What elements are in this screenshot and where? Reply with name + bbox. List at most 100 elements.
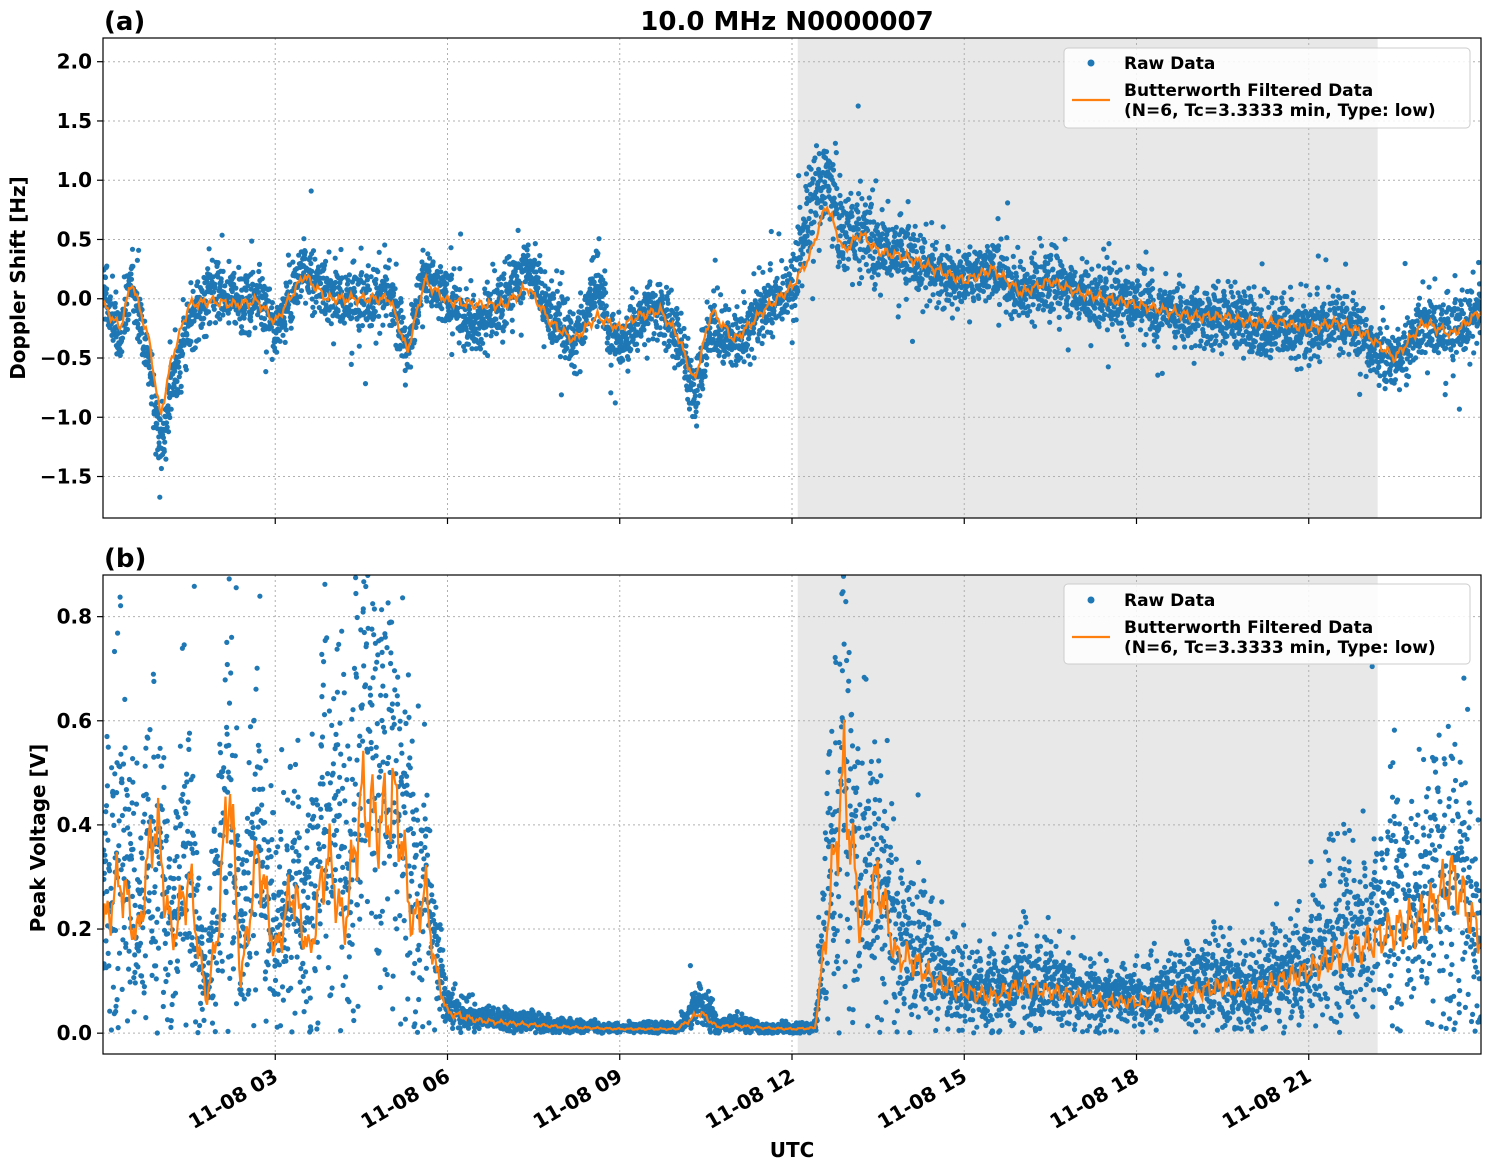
raw-point <box>809 167 814 172</box>
raw-point <box>351 258 356 263</box>
raw-point <box>652 331 657 336</box>
raw-point <box>846 257 851 262</box>
raw-point <box>1104 286 1109 291</box>
raw-point <box>790 340 795 345</box>
raw-point <box>1178 299 1183 304</box>
raw-point <box>867 195 872 200</box>
raw-point <box>535 285 540 290</box>
raw-point <box>792 303 797 308</box>
raw-point <box>1232 334 1237 339</box>
raw-point <box>179 384 184 389</box>
raw-point <box>602 268 607 273</box>
raw-point <box>837 260 842 265</box>
raw-point <box>1289 297 1294 302</box>
raw-point <box>1388 372 1393 377</box>
raw-point <box>741 289 746 294</box>
raw-point <box>681 359 686 364</box>
raw-point <box>1331 330 1336 335</box>
raw-point <box>808 209 813 214</box>
raw-point <box>780 281 785 286</box>
raw-point <box>1380 305 1385 310</box>
raw-point <box>500 308 505 313</box>
raw-point <box>1241 356 1246 361</box>
raw-point <box>1252 302 1257 307</box>
raw-point <box>899 242 904 247</box>
raw-point <box>1106 364 1111 369</box>
raw-point <box>278 339 283 344</box>
raw-point <box>1357 392 1362 397</box>
raw-point <box>1057 327 1062 332</box>
raw-point <box>859 275 864 280</box>
raw-point <box>1281 290 1286 295</box>
raw-point <box>924 222 929 227</box>
raw-point <box>998 236 1003 241</box>
raw-point <box>1308 333 1313 338</box>
raw-point <box>769 229 774 234</box>
raw-point <box>500 340 505 345</box>
raw-point <box>336 309 341 314</box>
raw-point <box>204 334 209 339</box>
raw-point <box>188 280 193 285</box>
raw-point <box>1029 255 1034 260</box>
raw-point <box>986 284 991 289</box>
raw-point <box>1144 332 1149 337</box>
raw-point <box>1057 301 1062 306</box>
raw-point <box>448 245 453 250</box>
raw-point <box>536 261 541 266</box>
raw-point <box>248 318 253 323</box>
raw-point <box>620 358 625 363</box>
raw-point <box>784 302 789 307</box>
raw-point <box>188 339 193 344</box>
raw-point <box>791 252 796 257</box>
raw-point <box>1018 259 1023 264</box>
raw-point <box>1128 291 1133 296</box>
raw-point <box>1160 371 1165 376</box>
raw-point <box>603 290 608 295</box>
raw-point <box>193 345 198 350</box>
raw-point <box>191 289 196 294</box>
raw-point <box>1356 340 1361 345</box>
raw-point <box>1173 334 1178 339</box>
raw-point <box>929 220 934 225</box>
raw-point <box>814 213 819 218</box>
raw-point <box>401 315 406 320</box>
raw-point <box>836 264 841 269</box>
raw-point <box>1273 296 1278 301</box>
raw-point <box>1296 354 1301 359</box>
raw-point <box>916 287 921 292</box>
raw-point <box>1358 372 1363 377</box>
raw-point <box>1265 290 1270 295</box>
raw-point <box>971 288 976 293</box>
raw-point <box>541 344 546 349</box>
raw-point <box>834 202 839 207</box>
raw-point <box>1354 302 1359 307</box>
raw-point <box>1209 334 1214 339</box>
raw-point <box>721 361 726 366</box>
raw-point <box>167 415 172 420</box>
raw-point <box>333 256 338 261</box>
raw-point <box>485 353 490 358</box>
raw-point <box>664 307 669 312</box>
raw-point <box>967 244 972 249</box>
raw-point <box>726 307 731 312</box>
raw-point <box>834 186 839 191</box>
raw-point <box>1110 322 1115 327</box>
raw-point <box>830 244 835 249</box>
raw-point <box>694 423 699 428</box>
raw-point <box>555 289 560 294</box>
raw-point <box>1150 278 1155 283</box>
raw-point <box>1032 324 1037 329</box>
raw-point <box>905 231 910 236</box>
raw-point <box>880 207 885 212</box>
raw-point <box>642 342 647 347</box>
raw-point <box>1004 235 1009 240</box>
raw-point <box>875 222 880 227</box>
raw-point <box>449 352 454 357</box>
raw-point <box>173 327 178 332</box>
raw-point <box>357 344 362 349</box>
raw-point <box>683 369 688 374</box>
raw-point <box>1057 315 1062 320</box>
raw-point <box>1125 342 1130 347</box>
raw-point <box>143 336 148 341</box>
raw-point <box>1377 383 1382 388</box>
